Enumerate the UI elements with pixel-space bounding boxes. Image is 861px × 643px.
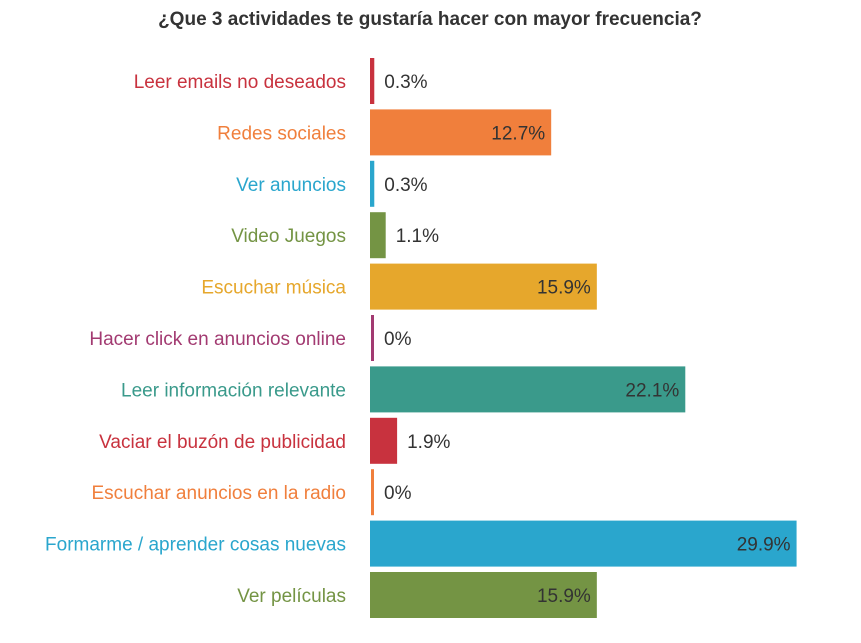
value-label: 15.9%: [537, 278, 591, 299]
category-label: Ver películas: [237, 586, 346, 607]
bar: [370, 263, 597, 310]
category-label: Escuchar anuncios en la radio: [91, 483, 346, 504]
category-label: Leer emails no deseados: [134, 72, 346, 93]
value-label: 12.7%: [491, 123, 545, 144]
value-label: 0.3%: [384, 72, 427, 93]
value-label: 0%: [384, 329, 412, 350]
chart-title: ¿Que 3 actividades te gustaría hacer con…: [158, 9, 702, 30]
bar: [370, 160, 375, 207]
value-label: 1.9%: [407, 432, 450, 453]
category-label: Video Juegos: [231, 226, 346, 247]
category-label: Escuchar música: [201, 278, 346, 299]
bar: [370, 520, 797, 567]
category-label: Leer información relevante: [121, 380, 346, 401]
bar: [370, 366, 686, 413]
bar: [370, 417, 398, 464]
category-label: Ver anuncios: [236, 175, 346, 196]
value-label: 22.1%: [625, 380, 679, 401]
category-label: Vaciar el buzón de publicidad: [99, 432, 346, 453]
bar: [370, 109, 552, 156]
value-label: 15.9%: [537, 586, 591, 607]
value-label: 29.9%: [737, 535, 791, 556]
bars-group: Leer emails no deseados 0.3% Redes sociale…: [45, 58, 797, 618]
bar: [370, 572, 597, 618]
category-label: Redes sociales: [217, 123, 346, 144]
bar: [370, 58, 375, 104]
category-label: Hacer click en anuncios online: [89, 329, 346, 350]
bar: [371, 315, 374, 361]
value-label: 0%: [384, 483, 412, 504]
value-label: 0.3%: [384, 175, 427, 196]
bar: [371, 469, 374, 516]
bar: [370, 212, 386, 259]
value-label: 1.1%: [396, 226, 439, 247]
category-label: Formarme / aprender cosas nuevas: [45, 535, 346, 556]
